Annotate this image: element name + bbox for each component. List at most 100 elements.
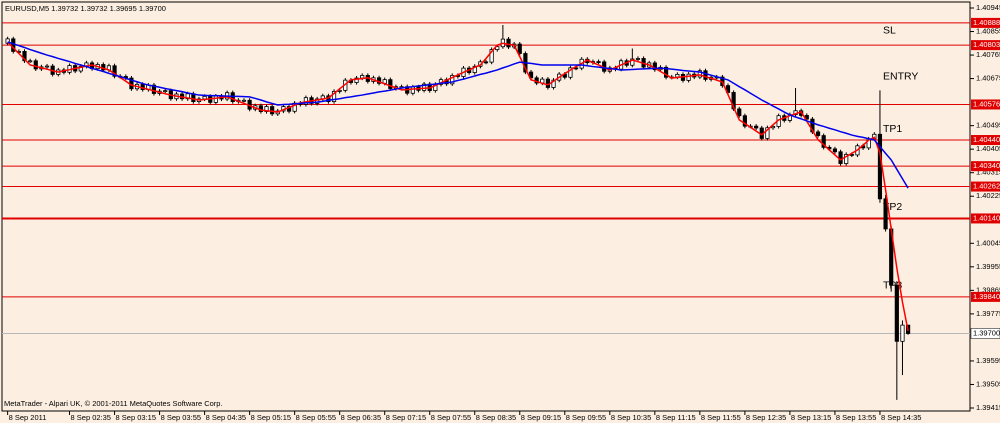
level-price-box xyxy=(971,161,1000,172)
level-price-box xyxy=(971,135,1000,146)
candle-body xyxy=(844,154,849,164)
x-tick-label: 8 Sep 10:35 xyxy=(611,413,651,422)
level-price-label: 1.40262 xyxy=(973,182,1000,191)
plot-border xyxy=(1,1,971,412)
x-tick-label: 8 Sep 09:15 xyxy=(521,413,561,422)
candle-body xyxy=(815,131,821,136)
x-tick-label: 8 Sep 07:15 xyxy=(386,413,426,422)
y-tick-label: 1.40765 xyxy=(976,50,1000,59)
y-tick-label: 1.39415 xyxy=(976,403,1000,412)
candle-body xyxy=(754,125,759,129)
x-tick-label: 8 Sep 05:15 xyxy=(251,413,291,422)
x-tick-label: 8 Sep 11:15 xyxy=(656,413,696,422)
y-tick-label: 1.40315 xyxy=(976,168,1000,177)
x-tick-label: 8 Sep 04:35 xyxy=(206,413,246,422)
candle-body xyxy=(697,70,702,78)
current-price-label: 1.39700 xyxy=(973,328,1000,337)
y-tick-label: 1.40045 xyxy=(976,238,1000,247)
level-price-box xyxy=(971,40,1000,51)
moving-average xyxy=(7,41,909,189)
level-price-box xyxy=(971,99,1000,110)
candle-body xyxy=(877,133,883,200)
candle-body xyxy=(270,106,275,115)
candle-body xyxy=(22,50,27,62)
candle-body xyxy=(331,90,337,102)
candle-body xyxy=(894,284,899,342)
x-tick-label: 8 Sep 07:55 xyxy=(431,413,471,422)
candle-body xyxy=(900,324,905,342)
level-name: ENTRY xyxy=(883,70,918,82)
candle-body xyxy=(78,65,83,72)
x-tick-label: 8 Sep 11:55 xyxy=(701,413,741,422)
candle-body xyxy=(112,65,117,77)
candle-body xyxy=(568,67,573,78)
level-price-label: 1.40576 xyxy=(973,99,1000,108)
candle-body xyxy=(163,90,168,93)
candle-body xyxy=(517,43,522,54)
x-tick-label: 8 Sep 03:15 xyxy=(116,413,156,422)
candle-body xyxy=(388,79,393,89)
candle-body xyxy=(5,38,10,44)
level-price-box xyxy=(971,181,1000,192)
y-tick-label: 1.40675 xyxy=(976,74,1000,83)
candle-body xyxy=(838,151,843,164)
y-tick-label: 1.39865 xyxy=(976,285,1000,294)
level-price-label: 1.40440 xyxy=(973,135,1000,144)
candle-body xyxy=(422,83,427,91)
x-tick-label: 8 Sep 08:35 xyxy=(476,413,516,422)
x-tick-label: 8 Sep 13:55 xyxy=(836,413,876,422)
candle-body xyxy=(652,62,657,71)
candle-body xyxy=(506,38,511,48)
candle-body xyxy=(230,92,235,102)
candle-body xyxy=(596,61,601,63)
x-tick-label: 8 Sep 05:55 xyxy=(296,413,336,422)
candle-body xyxy=(264,106,269,112)
footer: MetaTrader - Alpari UK, © 2001-2011 Meta… xyxy=(4,399,223,408)
candle-body xyxy=(28,60,33,63)
candle-body xyxy=(33,60,38,70)
y-tick-label: 1.39775 xyxy=(976,309,1000,318)
x-tick-label: 8 Sep 13:15 xyxy=(791,413,831,422)
y-tick-label: 1.39595 xyxy=(976,356,1000,365)
chart-title: EURUSD,M5 1.39732 1.39732 1.39695 1.3970… xyxy=(5,4,166,13)
y-tick-label: 1.39955 xyxy=(976,262,1000,271)
x-tick-label: 8 Sep 02:35 xyxy=(71,413,111,422)
candle-body xyxy=(765,127,770,139)
candle-body xyxy=(483,61,489,64)
y-tick-label: 1.40945 xyxy=(976,3,1000,12)
candle-body xyxy=(737,108,742,117)
candle-body xyxy=(151,84,157,94)
level-name: TP1 xyxy=(883,123,902,135)
level-name: SL xyxy=(883,25,896,37)
candle-body xyxy=(686,73,691,81)
candle-body xyxy=(354,77,359,83)
x-tick-label: 8 Sep 2011 xyxy=(9,413,47,422)
candle-body xyxy=(241,99,247,102)
level-price-label: 1.39840 xyxy=(973,292,1000,301)
candle-body xyxy=(821,135,826,148)
candle-body xyxy=(883,198,888,230)
candle-body xyxy=(44,65,50,68)
level-price-label: 1.40888 xyxy=(973,18,1000,27)
level-price-label: 1.40340 xyxy=(973,161,1000,170)
y-tick-label: 1.39505 xyxy=(976,379,1000,388)
x-tick-label: 8 Sep 03:55 xyxy=(161,413,201,422)
level-price-box xyxy=(971,213,1000,224)
moving-average xyxy=(7,41,909,332)
candle-body xyxy=(630,58,635,66)
level-price-label: 1.40803 xyxy=(973,40,1000,49)
y-tick-label: 1.40495 xyxy=(976,121,1000,130)
x-tick-label: 8 Sep 12:35 xyxy=(746,413,786,422)
y-tick-label: 1.40855 xyxy=(976,27,1000,36)
candle-body xyxy=(410,86,415,94)
candle-body xyxy=(185,93,190,100)
candle-body xyxy=(635,58,641,60)
level-price-box xyxy=(971,291,1000,302)
y-tick-label: 1.40405 xyxy=(976,144,1000,153)
candle-body xyxy=(664,66,669,78)
candle-body xyxy=(703,70,708,80)
level-price-label: 1.40140 xyxy=(973,213,1000,222)
